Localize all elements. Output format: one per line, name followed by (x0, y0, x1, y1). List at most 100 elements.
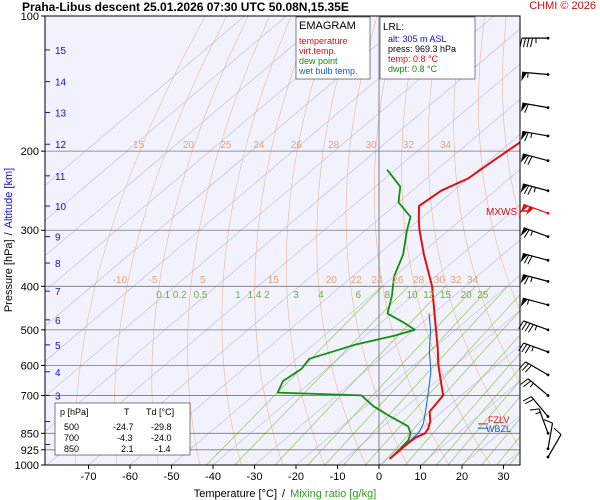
theta-label: -10 (113, 275, 128, 286)
barb-pennant (521, 72, 528, 82)
barb-shaft (522, 130, 549, 137)
table-row-p: 700 (64, 433, 79, 443)
barb-feather (519, 37, 523, 48)
barb-feather (521, 363, 529, 371)
y-tick-label: 925 (21, 445, 39, 457)
isotherm (254, 239, 520, 465)
y-tick-label: 1000 (15, 460, 39, 472)
barb-pennant (520, 274, 528, 284)
wind-barb-column (518, 36, 562, 459)
mixing-ratio-label: 4 (318, 290, 324, 301)
barb-origin (546, 455, 550, 459)
altitude-tick-label: 14 (55, 78, 67, 89)
x-tick-label: -20 (288, 471, 304, 483)
barb-origin (546, 350, 550, 354)
y-tick-label: 700 (21, 390, 39, 402)
table-row-t: -4.3 (117, 433, 133, 443)
y-axis-title: Pressure [hPa]/Altitude [km] (3, 168, 15, 312)
barb-feather (523, 254, 530, 264)
theta-label: 26 (291, 140, 303, 151)
barb-feather (524, 103, 529, 113)
barb-shaft (530, 396, 549, 417)
legend: EMAGRAM temperature virt.temp. dew point… (295, 16, 371, 80)
isotherm (88, 98, 520, 465)
theta-label: 20 (183, 140, 195, 151)
barb-feather (523, 275, 530, 285)
y-tick-label: 500 (21, 325, 39, 337)
barb-origin (546, 328, 550, 332)
barb-feather (528, 324, 534, 333)
barb-feather (527, 156, 533, 165)
barb-pennant (520, 253, 528, 263)
barb-shaft (547, 423, 554, 449)
barb-origin (546, 211, 550, 215)
x-tick-label: -60 (122, 471, 138, 483)
legend-virt-temp: virt.temp. (299, 46, 336, 56)
x-tick-label: 30 (497, 471, 509, 483)
mixing-ratio-label: 10 (407, 290, 419, 301)
barb-feather (523, 229, 530, 238)
x-tick-label: 10 (414, 471, 426, 483)
barb-shaft (547, 434, 562, 458)
barb-half-feather (533, 187, 536, 193)
altitude-tick-label: 3 (55, 391, 61, 402)
theta-label: 28 (413, 275, 425, 286)
table-row-p: 500 (64, 422, 79, 432)
isotherm (45, 16, 495, 397)
mixing-ratio-line (481, 418, 520, 465)
barb-feather (523, 185, 530, 194)
mixing-ratio-label: 2 (264, 290, 270, 301)
data-layer (276, 141, 520, 460)
mixing-ratio-label: 1.4 (248, 290, 262, 301)
wbzl-label: WBZL (486, 424, 511, 434)
plot-frame (44, 15, 521, 466)
dry-adiabat (549, 16, 600, 465)
y-tick-label: 100 (21, 11, 39, 23)
altitude-tick-label: 11 (55, 172, 66, 183)
altitude-tick-label: 15 (55, 46, 67, 57)
altitude-tick-label: 5 (55, 341, 61, 352)
barb-feather (523, 380, 532, 387)
barb-feather (521, 343, 528, 353)
barb-feather (523, 155, 530, 164)
barb-feather (523, 37, 526, 48)
isotherm (295, 274, 520, 465)
altitude-tick-label: 9 (55, 233, 61, 244)
isotherm (212, 204, 520, 465)
barb-feather (526, 37, 530, 48)
legend-wet-bulb: wet bulb temp. (298, 66, 358, 76)
barb-feather (524, 365, 532, 373)
barb-half-feather (526, 299, 530, 305)
dry-adiabat (478, 16, 520, 312)
barb-pennant (520, 227, 529, 237)
wind-barb (519, 36, 550, 48)
wind-barb (543, 419, 554, 451)
table-header-t: T (124, 407, 130, 417)
barb-origin (546, 431, 550, 435)
fzl-label: FZLV (488, 415, 509, 425)
barb-feather (518, 361, 526, 370)
dry-adiabat (502, 16, 520, 222)
barb-half-feather (530, 133, 533, 139)
altitude-tick-label: 8 (55, 259, 61, 270)
altitude-tick-label: 6 (55, 316, 61, 327)
wind-barb (520, 183, 550, 195)
barb-feather (524, 323, 531, 332)
theta-label: 22 (351, 275, 363, 286)
barb-origin (546, 303, 550, 307)
theta-label: 25 (220, 140, 232, 151)
barb-half-feather (529, 382, 534, 388)
barb-origin (546, 235, 550, 239)
barb-origin (546, 447, 550, 451)
mxws-label: MXWS (486, 207, 517, 218)
wind-barb (520, 153, 550, 165)
isotherm (545, 16, 600, 465)
barb-feather (529, 408, 540, 411)
mixing-ratio-label: 0.1 (156, 290, 170, 301)
wind-barb (518, 361, 550, 377)
barb-feather (524, 345, 531, 354)
table-header-td: Td [°C] (146, 407, 174, 417)
barb-feather (553, 427, 562, 435)
wind-barb (520, 203, 550, 215)
x-tick-label: -70 (81, 471, 97, 483)
